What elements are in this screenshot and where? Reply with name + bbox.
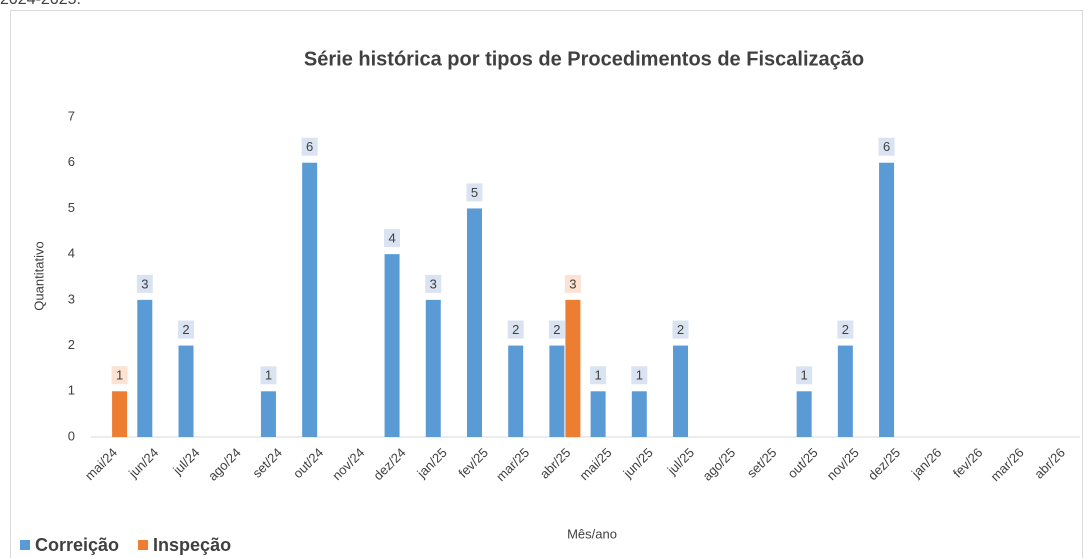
data-label: 6 [883, 139, 890, 154]
data-label: 3 [569, 276, 576, 291]
bar [302, 162, 318, 437]
top-text: 2024-2025. [0, 0, 81, 8]
data-label: 1 [116, 368, 123, 383]
y-tick-label: 4 [68, 246, 75, 261]
data-label: 3 [430, 276, 437, 291]
bar [590, 391, 606, 437]
bar [112, 391, 128, 437]
bar [425, 299, 441, 437]
y-tick-label: 6 [68, 154, 75, 169]
data-label: 1 [636, 368, 643, 383]
data-label-bg [837, 320, 854, 339]
bar [879, 162, 895, 437]
data-label: 2 [842, 322, 849, 337]
data-label-bg [631, 366, 648, 385]
data-label-bg [260, 366, 277, 385]
data-label-bg [672, 320, 689, 339]
x-axis-label: Mês/ano [567, 526, 617, 541]
y-tick-label: 3 [68, 291, 75, 306]
data-label-bg [590, 366, 607, 385]
bar [384, 254, 400, 437]
data-label: 3 [141, 276, 148, 291]
data-label-bg [301, 137, 318, 156]
y-tick-label: 7 [68, 108, 75, 123]
bar [796, 391, 812, 437]
data-label: 1 [594, 368, 601, 383]
data-label-bg [796, 366, 813, 385]
bar [673, 345, 689, 437]
y-tick-label: 1 [68, 383, 75, 398]
data-label: 2 [677, 322, 684, 337]
bar [137, 299, 153, 437]
chart-title: Série histórica por tipos de Procediment… [304, 48, 864, 70]
data-label-bg [878, 137, 895, 156]
data-label: 4 [388, 231, 395, 246]
bar [178, 345, 194, 437]
bar [260, 391, 276, 437]
data-label: 2 [182, 322, 189, 337]
data-label-bg [384, 229, 401, 248]
data-label: 2 [553, 322, 560, 337]
data-label: 2 [512, 322, 519, 337]
data-label-bg [548, 320, 565, 339]
data-label: 5 [471, 185, 478, 200]
y-tick-label: 0 [68, 428, 75, 443]
y-axis-label: Quantitativo [31, 241, 46, 310]
data-label-bg [507, 320, 524, 339]
y-tick-label: 5 [68, 200, 75, 215]
data-label: 1 [801, 368, 808, 383]
legend-label: Correição [35, 535, 119, 555]
data-label-bg [466, 183, 483, 202]
legend-swatch [138, 540, 149, 550]
legend-label: Inspeção [153, 535, 231, 555]
bar [549, 345, 565, 437]
legend-swatch [20, 540, 30, 550]
data-label-bg [425, 274, 442, 293]
bar [631, 391, 647, 437]
bar [508, 345, 524, 437]
chart-frame [10, 10, 1083, 558]
data-label-bg [111, 366, 128, 385]
data-label-bg [178, 320, 195, 339]
bar [565, 299, 581, 437]
y-tick-label: 2 [68, 337, 75, 352]
data-label-bg [564, 274, 581, 293]
data-label: 6 [306, 139, 313, 154]
data-label: 1 [265, 368, 272, 383]
bar [466, 208, 482, 437]
data-label-bg [136, 274, 153, 293]
bar [837, 345, 853, 437]
